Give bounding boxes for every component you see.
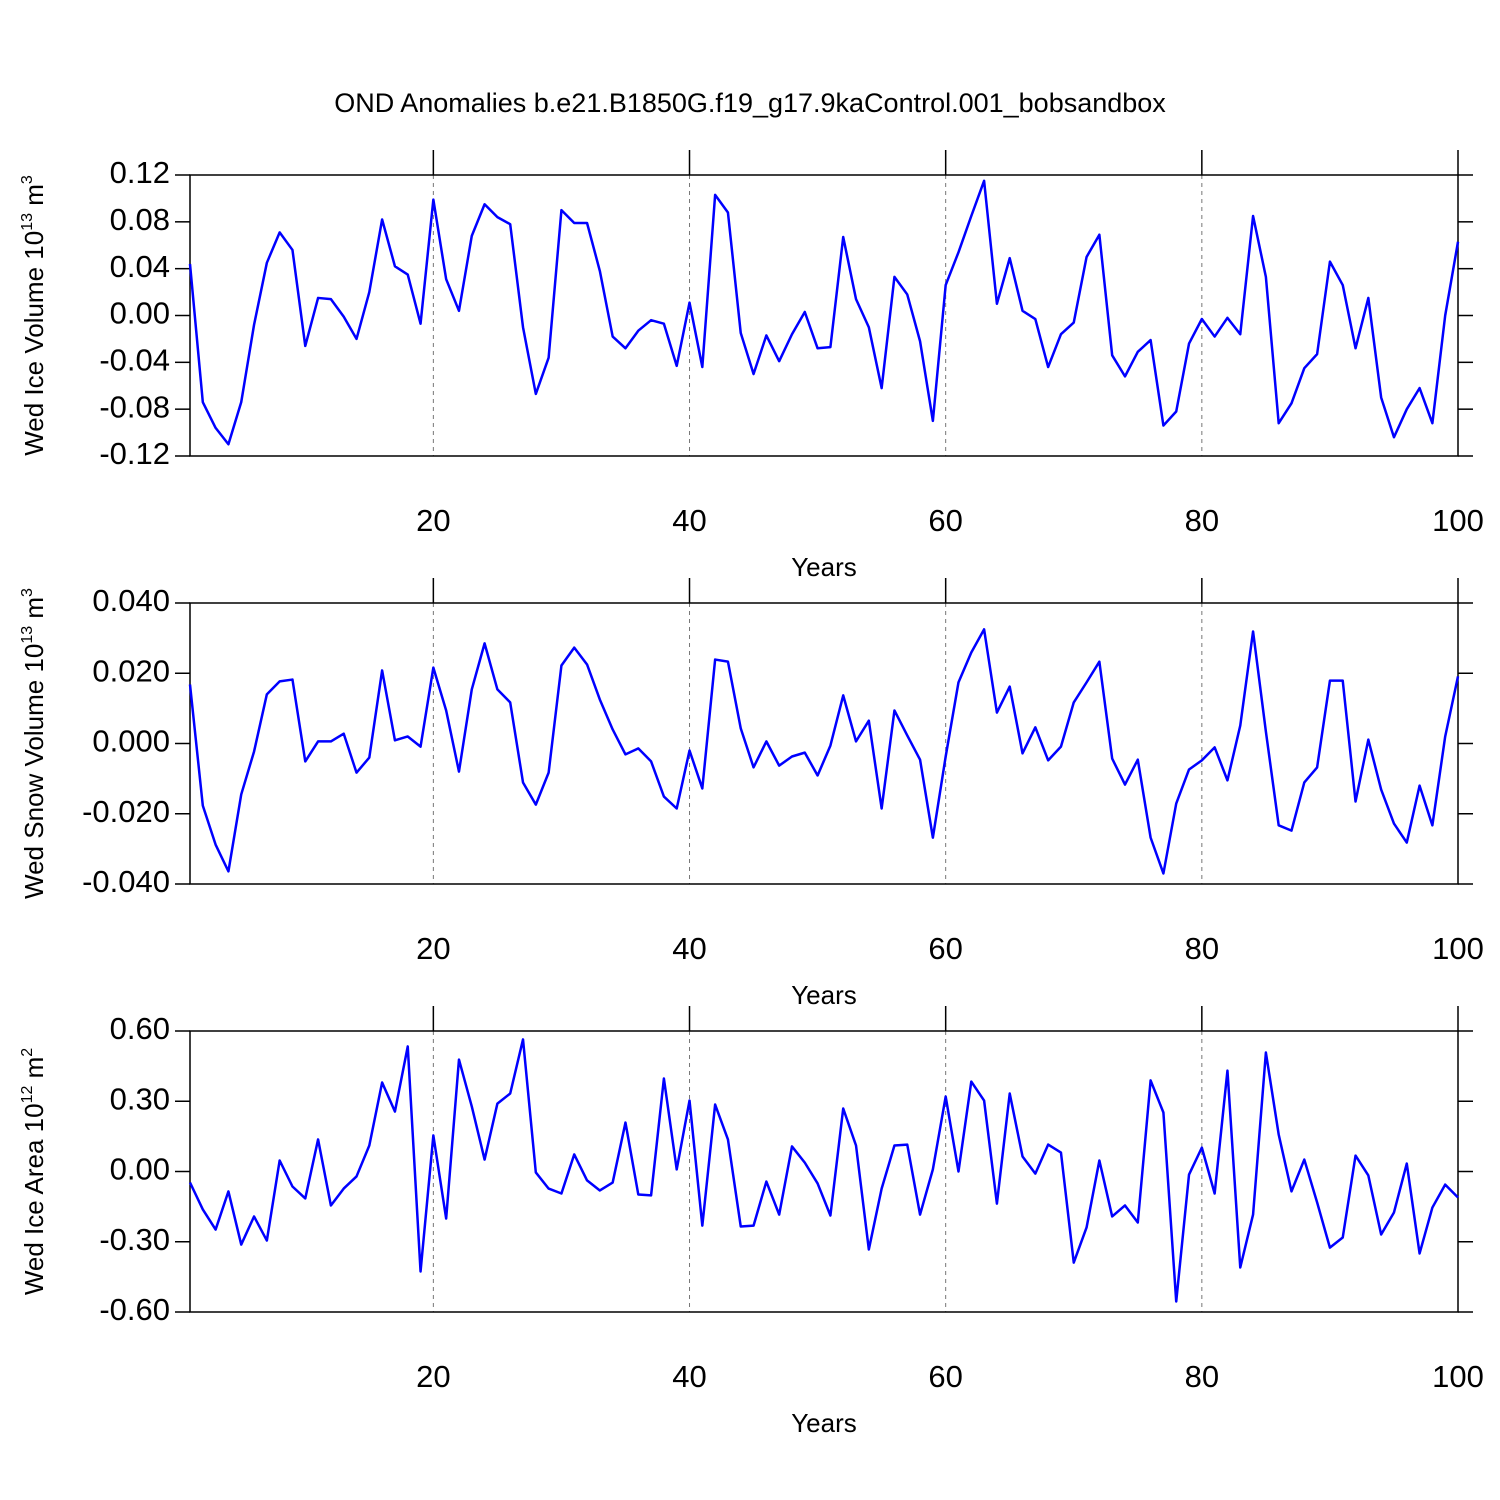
y-tick-label: -0.04 (99, 343, 170, 378)
y-tick-label: 0.30 (110, 1081, 170, 1116)
y-axis-label-superscript: 2 (19, 1048, 36, 1057)
x-tick-label: 60 (928, 931, 962, 966)
y-axis-label-superscript: 12 (19, 1086, 36, 1104)
x-tick-label: 40 (672, 503, 706, 538)
y-tick-label: 0.00 (110, 296, 170, 331)
x-tick-label: 60 (928, 1359, 962, 1394)
x-tick-label: 40 (672, 931, 706, 966)
y-tick-label: 0.040 (92, 583, 170, 618)
y-axis-label-part: m (19, 1057, 49, 1086)
y-tick-label: -0.60 (99, 1292, 170, 1327)
x-axis-label: Years (791, 980, 857, 1010)
y-tick-label: -0.12 (99, 436, 170, 471)
x-tick-label: 60 (928, 503, 962, 538)
x-tick-label: 80 (1185, 1359, 1219, 1394)
x-tick-label: 40 (672, 1359, 706, 1394)
y-tick-label: 0.04 (110, 249, 170, 284)
y-axis-label: Wed Snow Volume 1013 m3 (19, 588, 49, 899)
y-axis-label-superscript: 13 (19, 213, 36, 231)
y-axis-label: Wed Ice Volume 1013 m3 (19, 175, 49, 456)
y-axis-label-part: Wed Snow Volume 10 (19, 644, 49, 899)
chart-title: OND Anomalies b.e21.B1850G.f19_g17.9kaCo… (334, 88, 1166, 118)
y-axis-label-superscript: 3 (19, 588, 36, 597)
y-axis-label-part: m (19, 184, 49, 213)
data-line (188, 179, 1460, 446)
y-tick-label: 0.00 (110, 1152, 170, 1187)
y-axis-label: Wed Ice Area 1012 m2 (19, 1048, 49, 1295)
x-tick-label: 100 (1432, 931, 1484, 966)
y-tick-label: -0.30 (99, 1222, 170, 1257)
x-tick-label: 20 (416, 931, 450, 966)
plot-frame (189, 602, 1459, 885)
x-axis-label: Years (791, 1408, 857, 1438)
y-axis-label-part: m (19, 597, 49, 626)
y-tick-label: 0.12 (110, 155, 170, 190)
y-axis-label-part: Wed Ice Volume 10 (19, 231, 49, 456)
x-tick-label: 80 (1185, 503, 1219, 538)
x-tick-label: 20 (416, 1359, 450, 1394)
y-axis-label-part: Wed Ice Area 10 (19, 1103, 49, 1295)
x-tick-label: 80 (1185, 931, 1219, 966)
x-axis-label: Years (791, 552, 857, 582)
y-tick-label: 0.000 (92, 724, 170, 759)
x-tick-label: 100 (1432, 1359, 1484, 1394)
y-axis-label-superscript: 3 (19, 175, 36, 184)
y-tick-label: 0.08 (110, 202, 170, 237)
y-tick-label: 0.60 (110, 1011, 170, 1046)
data-line (188, 1038, 1459, 1303)
y-tick-label: -0.020 (82, 794, 170, 829)
x-tick-label: 20 (416, 503, 450, 538)
plot-frame (189, 174, 1459, 457)
x-tick-label: 100 (1432, 503, 1484, 538)
y-axis-label-superscript: 13 (19, 626, 36, 644)
y-tick-label: -0.040 (82, 864, 170, 899)
plot-frame (189, 1030, 1459, 1313)
y-tick-label: -0.08 (99, 389, 170, 424)
data-line (188, 628, 1460, 875)
y-tick-label: 0.020 (92, 653, 170, 688)
